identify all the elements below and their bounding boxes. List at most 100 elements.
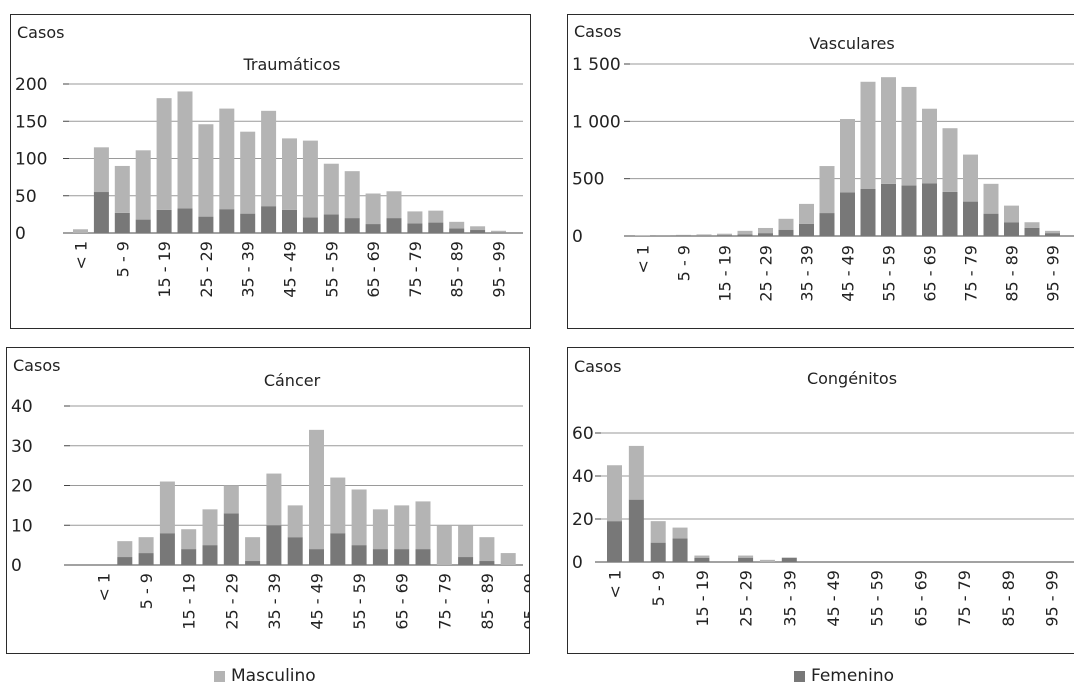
chart-cancer: Casos Cáncer 0 10 20 30 40 < 1 5 - 9 15 - 19 25 - … — [11, 356, 529, 630]
bar-masculino — [479, 537, 495, 562]
bar-masculino — [73, 229, 88, 233]
bar-femenino — [93, 192, 109, 233]
bar-femenino — [114, 212, 130, 233]
y-tick-label: 20 — [572, 510, 594, 530]
bar-masculino — [223, 485, 239, 514]
chart-panel-traumaticos: Casos Traumáticos 0 50 100 150 200 < 1 5 - 9 15 -… — [10, 14, 531, 329]
x-tick-label: 15 - 19 — [155, 241, 174, 298]
bar-femenino — [117, 557, 133, 565]
x-tick-label: 5 - 9 — [113, 241, 132, 277]
bar-femenino — [650, 542, 666, 562]
legend-masculino: Masculino — [214, 666, 316, 686]
x-tick-label: 45 - 49 — [839, 245, 858, 302]
legend-masculino-swatch — [214, 670, 225, 682]
chart-vasculares: Casos Vasculares 0 500 1 000 1 500 < 1 5 - 9 15 … — [572, 22, 1074, 302]
x-tick-label: < 1 — [634, 245, 653, 274]
x-tick-label: 45 - 49 — [281, 241, 300, 298]
y-tick-label: 60 — [572, 424, 594, 444]
chart-title: Congénitos — [807, 369, 897, 388]
bar-femenino — [901, 185, 917, 236]
x-tick-label: 65 - 69 — [393, 573, 412, 630]
bar-femenino — [415, 549, 431, 565]
bar-femenino — [758, 233, 773, 236]
bar-femenino — [181, 549, 197, 565]
y-tick-label: 100 — [15, 150, 47, 170]
x-tick-label: 95 - 99 — [1044, 245, 1063, 302]
bar-masculino — [330, 477, 346, 534]
x-tick-label: 75 - 79 — [435, 573, 454, 630]
bar-masculino — [323, 163, 339, 215]
y-axis-label: Casos — [13, 356, 60, 375]
chart-title: Cáncer — [264, 371, 321, 390]
bar-femenino — [737, 234, 753, 236]
bar-femenino — [266, 525, 282, 565]
bar-masculino — [266, 473, 282, 526]
bar-femenino — [282, 209, 297, 233]
x-tick-label: 25 - 29 — [737, 570, 756, 627]
bar-masculino — [219, 108, 235, 210]
chart-title: Vasculares — [809, 34, 894, 53]
bar-masculino — [758, 227, 773, 234]
chart-panel-cancer: Casos Cáncer 0 10 20 30 40 < 1 5 - 9 15 - 19 25 - … — [6, 347, 530, 654]
x-tick-label: 45 - 49 — [308, 573, 327, 630]
legend-femenino-swatch — [794, 670, 805, 682]
bar-masculino — [759, 559, 775, 562]
bar-masculino — [202, 509, 218, 546]
bar-masculino — [159, 481, 175, 534]
bar-masculino — [963, 154, 978, 202]
bar-femenino — [458, 557, 474, 565]
bar-femenino — [1024, 227, 1040, 236]
bar-masculino — [177, 91, 193, 209]
bar-femenino — [696, 235, 712, 236]
bar-masculino — [261, 110, 277, 207]
x-tick-label: 5 - 9 — [137, 573, 156, 609]
x-tick-label: 35 - 39 — [239, 241, 258, 298]
bar-masculino — [676, 234, 691, 236]
bar-masculino — [840, 119, 855, 193]
bar-masculino — [819, 166, 835, 214]
x-tick-label: 35 - 39 — [265, 573, 284, 630]
y-tick-label: 1 500 — [572, 55, 621, 75]
bar-masculino — [1004, 205, 1019, 223]
bar-masculino — [394, 505, 410, 550]
x-tick-label: 35 - 39 — [798, 245, 817, 302]
bar-femenino — [135, 219, 151, 233]
y-tick-label: 40 — [572, 467, 594, 487]
bar-masculino — [738, 555, 754, 558]
bar-femenino — [738, 557, 754, 562]
bar-femenino — [240, 213, 256, 233]
bar-masculino — [942, 128, 958, 192]
bar-masculino — [344, 171, 360, 219]
bar-femenino — [922, 183, 937, 236]
bar-femenino — [449, 228, 465, 233]
bar-masculino — [138, 537, 154, 554]
bar-femenino — [261, 206, 277, 233]
bar-femenino — [881, 183, 896, 236]
bar-femenino — [694, 557, 710, 562]
y-tick-label: 30 — [11, 437, 33, 457]
bar-masculino — [428, 210, 444, 223]
x-tick-label: 5 - 9 — [675, 245, 694, 281]
x-tick-label: 75 - 79 — [406, 241, 425, 298]
bar-femenino — [672, 538, 688, 562]
bar-masculino — [386, 191, 402, 219]
bar-femenino — [351, 545, 367, 565]
bar-masculino — [881, 77, 896, 184]
bar-masculino — [470, 226, 486, 231]
x-tick-label: 85 - 89 — [478, 573, 497, 630]
x-tick-label: 15 - 19 — [716, 245, 735, 302]
bar-femenino — [138, 553, 154, 565]
x-tick-label: 75 - 79 — [955, 570, 974, 627]
bar-femenino — [309, 549, 324, 565]
bar-masculino — [628, 445, 644, 500]
bar-masculino — [778, 218, 794, 230]
bar-femenino — [219, 209, 235, 233]
bar-masculino — [372, 509, 388, 550]
x-tick-label: 35 - 39 — [780, 570, 799, 627]
bar-masculino — [114, 165, 130, 213]
y-tick-label: 0 — [572, 553, 583, 573]
bar-femenino — [198, 216, 214, 233]
x-tick-label: 95 - 99 — [490, 241, 509, 298]
y-tick-label: 0 — [572, 227, 583, 247]
bar-masculino — [491, 230, 506, 233]
